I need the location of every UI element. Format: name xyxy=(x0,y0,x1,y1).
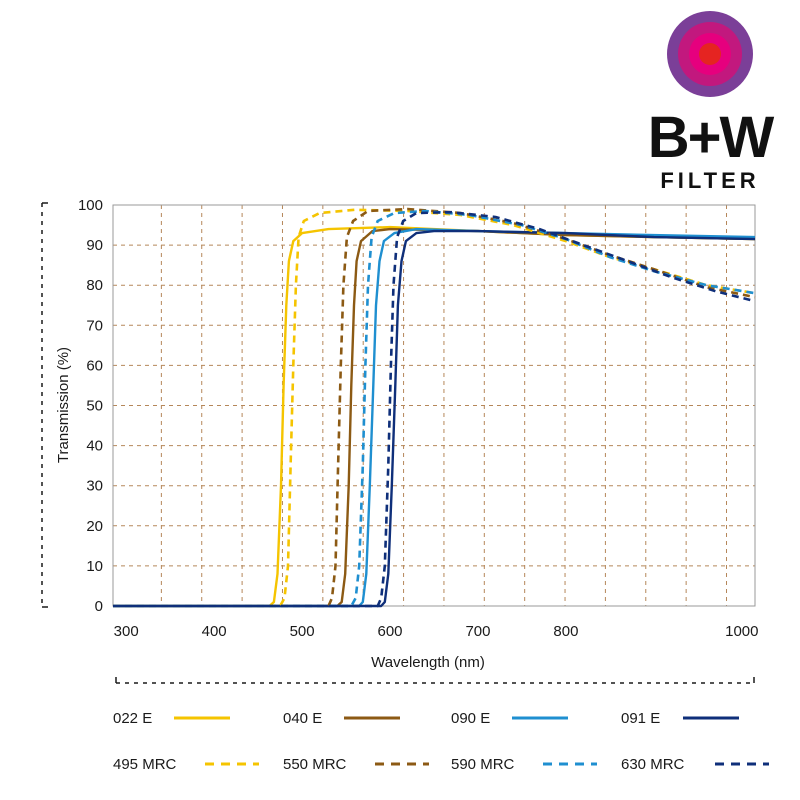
y-tick-label: 80 xyxy=(86,277,103,294)
legend-label: 590 MRC xyxy=(451,756,515,773)
legend-label: 090 E xyxy=(451,710,490,727)
series-line-040-e xyxy=(113,227,756,608)
series-lines xyxy=(113,207,756,608)
legend-label: 550 MRC xyxy=(283,756,347,773)
y-tick-label: 30 xyxy=(86,478,103,495)
legend-label: 022 E xyxy=(113,710,152,727)
y-tick-labels: 0 10 20 30 40 50 60 70 80 90 100 xyxy=(78,197,103,615)
plot-frame xyxy=(112,204,756,607)
series-line-022-e xyxy=(113,225,756,608)
y-axis-bracket xyxy=(41,202,48,608)
y-axis-title: Transmission (%) xyxy=(55,347,72,463)
y-tick-label: 90 xyxy=(86,237,103,254)
series-line-495-mrc xyxy=(113,208,756,608)
legend-label: 040 E xyxy=(283,710,322,727)
x-tick-label: 600 xyxy=(378,623,403,640)
y-tick-label: 70 xyxy=(86,317,103,334)
y-tick-label: 50 xyxy=(86,398,103,415)
y-tick-label: 60 xyxy=(86,357,103,374)
x-tick-label: 500 xyxy=(290,623,315,640)
legend-label: 091 E xyxy=(621,710,660,727)
series-line-550-mrc xyxy=(113,207,756,608)
legend: 022 E 040 E 090 E 091 E 495 MRC 550 MRC 590 MR… xyxy=(113,710,769,773)
legend-label: 495 MRC xyxy=(113,756,177,773)
x-tick-labels: 300 400 500 600 700 800 1000 xyxy=(114,623,759,640)
grid xyxy=(113,204,755,607)
y-tick-label: 20 xyxy=(86,518,103,535)
brand-name: B+W xyxy=(648,105,775,170)
y-tick-label: 100 xyxy=(78,197,103,214)
brand-subtitle: FILTER xyxy=(660,168,759,193)
series-line-590-mrc xyxy=(113,209,756,608)
x-tick-label: 300 xyxy=(114,623,139,640)
series-line-630-mrc xyxy=(113,210,756,608)
y-tick-label: 40 xyxy=(86,438,103,455)
x-tick-label: 1000 xyxy=(725,623,758,640)
y-tick-label: 10 xyxy=(86,558,103,575)
logo-core xyxy=(699,43,721,65)
x-tick-label: 800 xyxy=(553,623,578,640)
series-line-091-e xyxy=(113,229,756,608)
x-tick-label: 400 xyxy=(202,623,227,640)
x-axis-title: Wavelength (nm) xyxy=(371,654,485,671)
x-axis-bracket xyxy=(115,677,755,684)
x-tick-label: 700 xyxy=(465,623,490,640)
legend-label: 630 MRC xyxy=(621,756,685,773)
y-tick-label: 0 xyxy=(95,598,103,615)
brand-logo xyxy=(667,11,753,97)
